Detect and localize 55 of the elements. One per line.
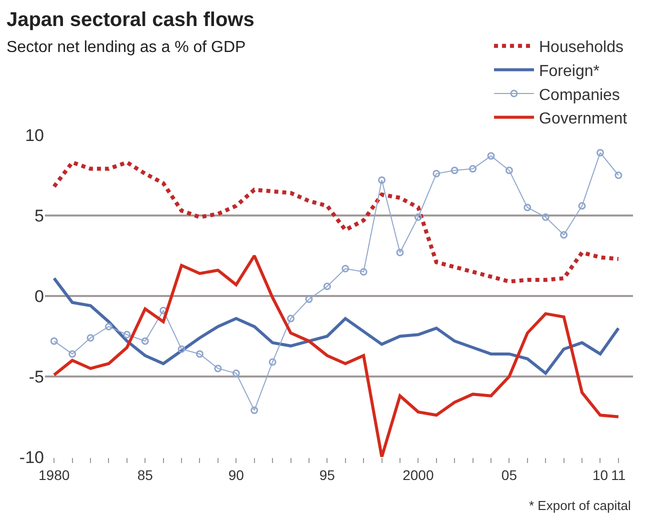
point [596,148,604,156]
point [160,306,168,314]
point [250,406,258,414]
point [287,314,295,322]
line-series [52,160,620,284]
chart-subtitle: Sector net lending as a % of GDP [6,39,246,56]
x-tick-label: 10 [592,466,608,483]
point [378,176,386,184]
point [487,152,495,160]
x-tick-label: 90 [228,466,244,483]
point [50,337,58,345]
point [342,264,350,272]
point [578,202,586,210]
point [178,345,186,353]
x-tick-label: 05 [501,466,518,483]
point [196,350,204,358]
point [396,248,404,256]
point [86,334,94,342]
point [68,350,76,358]
x-tick-label: 11 [611,466,626,483]
x-tick-label: 95 [319,466,336,483]
point [414,213,422,221]
point [432,170,440,178]
line-series [52,276,620,375]
point [469,165,477,173]
point [123,330,131,338]
y-tick-label: 0 [34,286,44,306]
x-tick-label: 2000 [402,466,434,483]
point [560,231,568,239]
point [323,282,331,290]
point [360,268,368,276]
legend-label: Companies [539,86,620,104]
text: * Export of capital [529,498,631,513]
point [104,322,112,330]
point [542,213,550,221]
point [232,370,240,378]
point [305,295,313,303]
point [268,358,276,366]
y-tick-label: 5 [34,206,44,226]
y-tick-label: 10 [25,126,44,145]
legend-label: Foreign* [539,62,600,80]
y-tick-label: -10 [19,448,44,467]
point [214,364,222,372]
y-tick-label: -5 [28,367,44,386]
point [614,172,622,179]
point [450,166,458,174]
line-series [52,254,620,457]
point [524,204,532,212]
point [505,166,513,174]
point [141,337,149,345]
legend-label: Households [539,39,624,56]
x-tick-label: 1980 [38,466,70,483]
legend-label: Government [539,110,628,128]
x-tick-label: 85 [137,466,154,483]
chart-title: Japan sectoral cash flows [6,9,254,32]
